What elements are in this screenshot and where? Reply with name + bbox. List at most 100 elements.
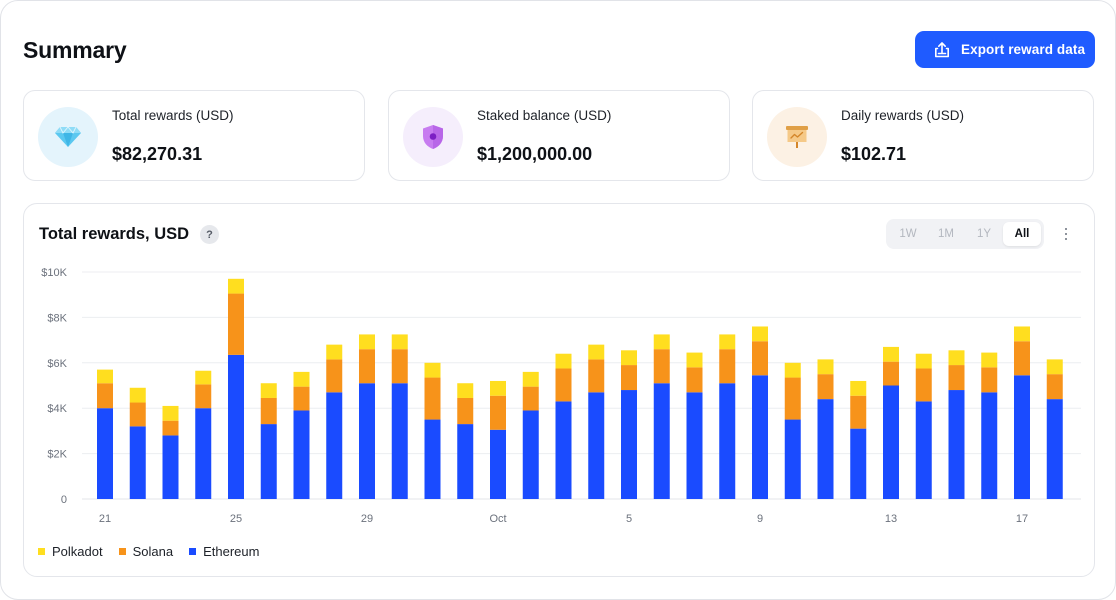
bar-segment-ethereum [915,401,932,499]
bar-segment-ethereum [850,428,867,499]
legend-swatch [189,548,197,555]
bar-segment-ethereum [129,426,146,499]
bar-segment-solana [391,349,408,384]
bar-segment-ethereum [326,392,343,499]
bar-segment-ethereum [621,390,637,499]
bar-segment-solana [359,349,375,384]
bar-segment-ethereum [424,419,441,499]
legend-swatch [118,548,126,555]
x-tick-label: 5 [626,513,632,525]
bar-segment-solana [129,402,146,427]
stat-value: $82,270.31 [112,144,203,164]
bar-segment-solana [326,359,343,393]
bar-segment-polkadot [883,346,899,362]
bar-segment-solana [784,377,801,420]
bar-segment-polkadot [391,334,408,350]
bar-segment-polkadot [162,405,179,421]
bar-segment-solana [850,395,867,429]
bar-segment-solana [883,361,899,386]
y-tick-label: $8K [47,312,67,324]
bar-segment-ethereum [686,392,703,499]
bar-segment-ethereum [195,408,212,499]
bar-segment-solana [1046,374,1063,400]
bar-segment-polkadot [653,334,670,350]
range-1w-button[interactable]: 1W [899,228,917,240]
more-options-icon[interactable] [1056,222,1076,246]
bar-segment-polkadot [915,353,932,369]
range-all-button[interactable]: All [1003,222,1041,246]
stat-card-daily-rewards: Daily rewards (USD) $102.71 [752,90,1094,181]
bar-segment-polkadot [817,359,834,375]
bar-segment-ethereum [817,399,834,499]
bar-segment-solana [228,293,244,355]
bar-segment-polkadot [522,371,539,387]
bar-segment-ethereum [391,383,408,499]
bar-segment-solana [522,386,539,411]
page-title: Summary [23,37,127,63]
diamond-icon [38,107,98,167]
total-rewards-chart-card: 0 $2K $4K $6K $8K $10K 21 25 29 Oct 5 9 13 17 Total r… [23,203,1095,577]
stat-value: $1,200,000.00 [477,144,593,164]
bar-segment-solana [621,365,637,391]
bar-segment-ethereum [1014,375,1030,499]
bar-segment-polkadot [97,369,113,384]
stat-card-staked-balance: Staked balance (USD) $1,200,000.00 [388,90,730,181]
bar-segment-ethereum [522,410,539,499]
bar-segment-ethereum [97,408,113,499]
bar-segment-solana [653,349,670,384]
bar-segment-ethereum [490,429,506,499]
bar-segment-polkadot [195,370,212,385]
range-1y-button[interactable]: 1Y [976,228,992,240]
bar-segment-ethereum [162,435,179,499]
bar-segment-polkadot [424,362,441,378]
bar-segment-polkadot [457,383,474,398]
y-tick-label: 0 [61,494,67,506]
bar-segment-ethereum [228,354,244,499]
bar-segment-ethereum [555,401,572,499]
bar-segment-ethereum [293,410,310,499]
bar-segment-solana [588,359,605,393]
bar-segment-polkadot [1014,326,1030,342]
upload-icon [932,40,952,60]
bar-segment-ethereum [359,383,375,499]
bar-segment-solana [490,395,506,430]
bar-segment-ethereum [588,392,605,499]
bar-segment-polkadot [326,344,343,360]
x-tick-label: 25 [230,513,242,525]
export-button-label: Export reward data [961,42,1086,57]
bar-segment-solana [948,365,965,391]
bar-segment-solana [424,377,441,420]
chart-legend: Polkadot Solana Ethereum [38,544,259,559]
x-tick-label: Oct [489,513,506,525]
legend-item-ethereum: Ethereum [189,544,259,559]
shield-icon [403,107,463,167]
help-icon[interactable]: ? [200,225,219,244]
bar-segment-solana [97,383,113,409]
bar-segment-ethereum [981,392,998,499]
bar-segment-ethereum [784,419,801,499]
range-1m-button[interactable]: 1M [938,228,954,240]
stat-label: Daily rewards (USD) [841,108,965,123]
chart-title: Total rewards, USD [39,225,190,243]
bar-segment-solana [686,367,703,393]
bar-segment-polkadot [129,387,146,403]
legend-swatch [38,548,45,555]
bar-segment-polkadot [293,371,310,387]
bar-segment-ethereum [653,383,670,499]
bar-segment-polkadot [752,326,768,342]
y-tick-label: $10K [41,267,67,279]
bar-segment-solana [555,368,572,402]
bar-segment-solana [1014,341,1030,376]
bar-segment-polkadot [948,350,965,366]
stat-card-total-rewards: Total rewards (USD) $82,270.31 [23,90,365,181]
bar-segment-polkadot [1046,359,1063,375]
bar-segment-polkadot [686,352,703,368]
x-tick-label: 17 [1016,513,1028,525]
bar-segment-solana [195,384,212,409]
bar-segment-polkadot [359,334,375,350]
bar-segment-polkadot [588,344,605,360]
export-reward-data-button[interactable]: Export reward data [915,31,1095,68]
bar-segment-solana [457,397,474,425]
bar-segment-polkadot [784,362,801,378]
bar-segment-ethereum [1046,399,1063,499]
